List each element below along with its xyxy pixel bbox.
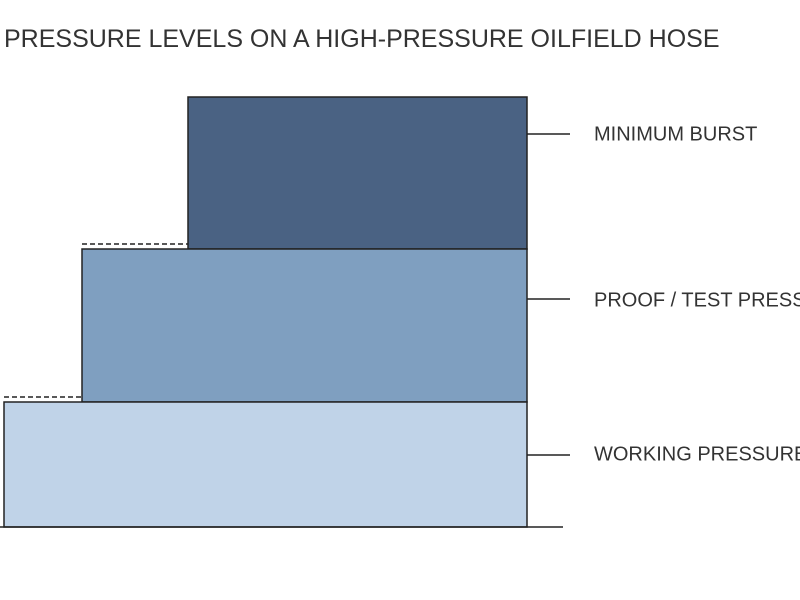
level-label: MINIMUM BURST xyxy=(594,123,757,145)
level-label: WORKING PRESSURE xyxy=(594,443,800,465)
proof-pressure-block xyxy=(81,248,528,403)
title: PRESSURE LEVELS ON A HIGH-PRESSURE OILFI… xyxy=(4,25,720,53)
minimum-burst-block xyxy=(187,96,528,250)
working-pressure-block xyxy=(3,401,528,528)
level-label: PROOF / TEST PRESSURE xyxy=(594,289,800,311)
